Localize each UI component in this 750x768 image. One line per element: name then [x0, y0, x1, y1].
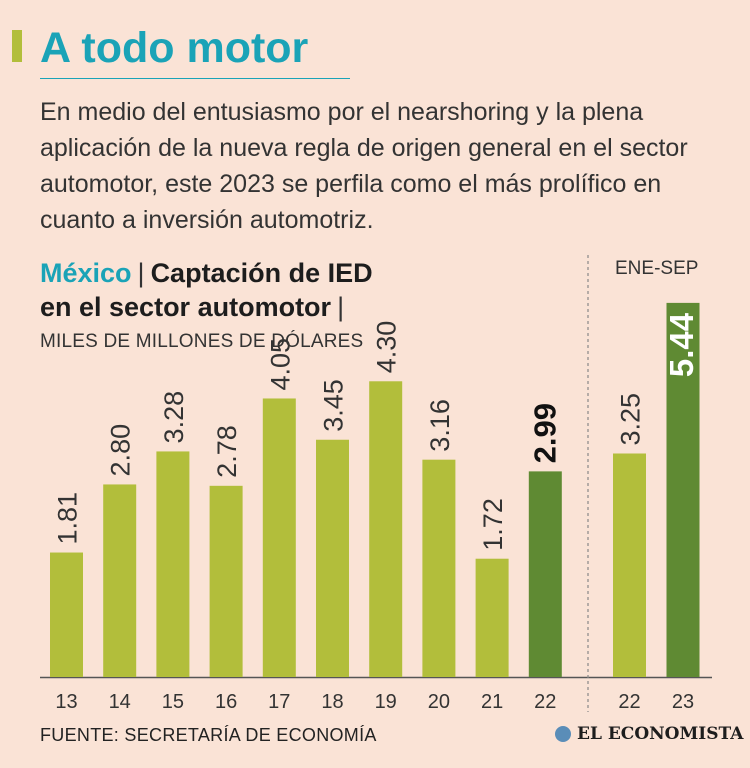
x-tick-label: 22	[534, 691, 556, 713]
bar	[666, 302, 700, 677]
brand: EL ECONOMISTA	[555, 724, 743, 744]
chart-heading-line-1: México | Captación de IED	[40, 256, 373, 290]
value-label: 2.78	[212, 425, 242, 478]
value-label: 1.81	[53, 492, 83, 545]
bar	[422, 459, 456, 677]
bar	[156, 451, 190, 677]
chart-country: México	[40, 258, 132, 288]
brand-name: EL ECONOMISTA	[577, 724, 744, 744]
x-tick-label: 17	[268, 691, 290, 713]
page-title: A todo motor	[40, 24, 309, 72]
x-tick-label: 19	[375, 691, 397, 713]
x-tick-label: 14	[109, 691, 131, 713]
bar	[316, 439, 349, 677]
chart-heading-text-2: en el sector automotor	[40, 292, 332, 322]
bar	[613, 453, 646, 677]
x-tick-label: 21	[481, 691, 503, 713]
value-label: 3.16	[425, 399, 455, 452]
bar	[262, 398, 296, 677]
x-tick-label: 22	[618, 691, 640, 713]
x-tick-label: 23	[672, 691, 694, 713]
chart-heading-text-1: Captación de IED	[150, 258, 373, 288]
bar	[528, 471, 562, 677]
x-tick-label: 18	[321, 691, 343, 713]
period-label: ENE-SEP	[615, 258, 699, 279]
x-tick-label: 13	[55, 691, 77, 713]
value-label: 3.25	[616, 393, 646, 446]
value-label: 5.44	[663, 312, 700, 377]
title-underline	[40, 78, 350, 79]
x-tick-label: 16	[215, 691, 237, 713]
value-label: 4.05	[265, 338, 295, 391]
bar	[369, 381, 403, 677]
value-label: 3.45	[319, 379, 349, 432]
bar	[209, 485, 243, 677]
source-note: FUENTE: SECRETARÍA DE ECONOMÍA	[40, 725, 377, 745]
value-label: 2.80	[106, 424, 136, 477]
bar	[50, 552, 83, 677]
bar	[103, 484, 137, 677]
chart-heading-line-2: en el sector automotor |	[40, 290, 373, 324]
title-accent-bar	[12, 30, 22, 62]
value-label: 2.99	[527, 403, 562, 463]
x-tick-label: 20	[428, 691, 450, 713]
value-label: 1.72	[478, 498, 508, 551]
heading-separator-end: |	[337, 292, 345, 322]
x-tick-label: 15	[162, 691, 184, 713]
bar	[475, 558, 509, 677]
value-label: 4.30	[372, 321, 402, 374]
chart-heading: México | Captación de IED en el sector aut…	[40, 256, 373, 324]
brand-logo-icon	[555, 726, 571, 742]
value-label: 3.28	[159, 391, 189, 444]
chart-unit-label: MILES DE MILLONES DE DÓLARES	[40, 331, 364, 352]
heading-separator: |	[137, 258, 145, 288]
intro-paragraph: En medio del entusiasmo por el nearshori…	[40, 98, 688, 234]
